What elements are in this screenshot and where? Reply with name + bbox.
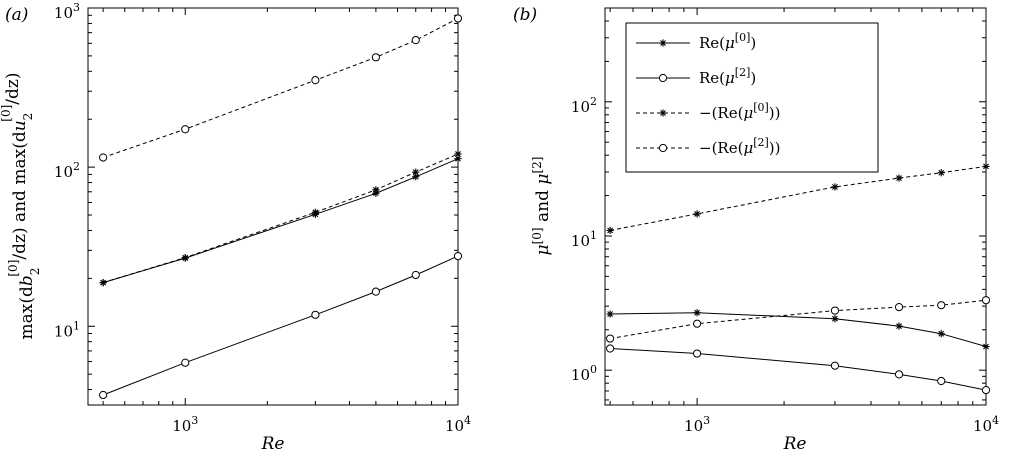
panel-b-x-axis-label: Re (783, 434, 807, 454)
a-series-2-point (311, 208, 319, 216)
b-series-0-point (831, 315, 839, 323)
a-series-2-line (102, 153, 459, 284)
legend-entry-label: Re(μ[0]) (699, 31, 756, 52)
a-series-1-point (412, 173, 420, 181)
a-series-3-point (311, 310, 320, 319)
b-y-tick-label: 102 (571, 95, 597, 116)
a-series-3-point (453, 251, 463, 261)
a-series-0-point (99, 153, 108, 162)
legend-entry-label: −(Re(μ[2])) (699, 136, 781, 157)
a-series-0 (99, 14, 463, 162)
a-series-2-point (412, 168, 420, 176)
a-series-0-point (411, 36, 420, 45)
b-series-0 (606, 309, 990, 351)
a-series-0-point (453, 14, 463, 23)
panel-b-ticks: 103 104 100 101 102 (571, 7, 999, 435)
b-series-2-point (937, 169, 945, 177)
b-series-0-point (982, 342, 990, 351)
panel-a-ticks: 103 104 101 102 103 (54, 1, 471, 435)
b-series-2-line (610, 165, 987, 231)
panel-b-label: (b) (513, 5, 537, 25)
b-series-3-point (830, 306, 840, 315)
a-series-2-point (99, 279, 107, 287)
legend-box (625, 22, 879, 173)
a-series-3-point (371, 287, 380, 296)
a-series-3-point (411, 270, 420, 280)
panel-a-label: (a) (5, 5, 28, 25)
a-y-tick-label: 103 (54, 1, 80, 22)
b-series-3-point (692, 319, 702, 328)
a-x-tick-label: 103 (172, 414, 198, 435)
a-series-0-point (371, 53, 380, 62)
b-x-tick-label: 104 (973, 414, 999, 435)
b-x-tick-label: 103 (684, 414, 710, 435)
legend-entry-2: −(Re(μ[0])) (636, 101, 781, 122)
b-series-2-point (831, 183, 839, 191)
panel-b: (b) 103 104 100 101 102 Re μ[0] and μ[2] Re(… (513, 5, 999, 454)
b-series-0-point (895, 322, 903, 330)
a-series-2-point (181, 254, 189, 262)
b-series-1-point (937, 376, 946, 386)
panel-a-series (99, 14, 463, 400)
a-series-2 (99, 150, 462, 287)
legend-swatch-marker (659, 109, 667, 117)
a-series-0-line (102, 17, 459, 158)
b-series-2-point (895, 174, 903, 182)
b-series-3-point (894, 303, 904, 312)
a-series-1-line (102, 158, 459, 284)
a-series-1 (99, 155, 462, 287)
a-series-3-point (181, 358, 190, 367)
b-series-2 (606, 162, 990, 235)
panel-b-y-axis-label: μ[0] and μ[2] (530, 157, 553, 256)
a-series-0-point (181, 125, 190, 134)
b-series-0-point (606, 310, 614, 318)
panel-a: (a) 103 104 101 102 103 Re max(db2[0]/dz) an… (0, 1, 471, 454)
legend-entry-label: Re(μ[2]) (699, 66, 756, 87)
legend-swatch-marker (658, 143, 668, 153)
b-series-1-point (894, 370, 904, 379)
legend: Re(μ[0]) Re(μ[2]) −(Re(μ[0])) −(Re(μ[2])) (625, 22, 879, 173)
a-y-tick-label: 102 (54, 160, 80, 181)
b-y-tick-label: 100 (571, 363, 597, 384)
b-series-3 (606, 296, 991, 343)
b-series-3-point (981, 296, 991, 305)
b-series-2-point (606, 226, 614, 235)
b-series-1-line (610, 348, 987, 391)
a-y-tick-label: 101 (54, 319, 80, 340)
b-series-1-point (692, 349, 702, 358)
a-series-2-point (454, 150, 462, 158)
b-series-3-point (937, 301, 946, 310)
b-series-1-point (981, 386, 991, 395)
a-series-3-line (102, 255, 459, 396)
b-series-0-point (937, 330, 945, 338)
b-y-tick-label: 101 (571, 229, 597, 250)
panel-a-y-axis-label: max(db2[0]/dz) and max(du2[0]/dz) (0, 72, 42, 339)
legend-swatch-marker (658, 73, 668, 83)
a-series-2-point (372, 186, 380, 194)
legend-entry-0: Re(μ[0]) (636, 31, 756, 52)
b-series-2-point (982, 162, 990, 170)
a-x-tick-label: 104 (445, 414, 471, 435)
b-series-3-point (606, 334, 615, 343)
a-series-3-point (99, 390, 108, 400)
legend-swatch-marker (659, 39, 667, 47)
b-series-3-line (610, 299, 987, 340)
panel-b-series (606, 162, 991, 395)
panel-b-plot-frame (604, 7, 987, 406)
legend-entry-label: −(Re(μ[0])) (699, 101, 781, 122)
panel-a-plot-frame (87, 7, 459, 406)
b-series-1-point (606, 344, 615, 353)
legend-entry-3: −(Re(μ[2])) (636, 136, 781, 157)
b-series-1-point (830, 361, 840, 370)
b-series-2-point (693, 210, 701, 218)
b-series-0-point (693, 309, 701, 317)
b-series-1 (606, 344, 991, 395)
a-series-3 (99, 251, 463, 400)
b-series-0-line (610, 312, 987, 347)
legend-entry-1: Re(μ[2]) (636, 66, 756, 87)
a-series-0-point (311, 76, 320, 85)
panel-a-x-axis-label: Re (261, 434, 285, 454)
